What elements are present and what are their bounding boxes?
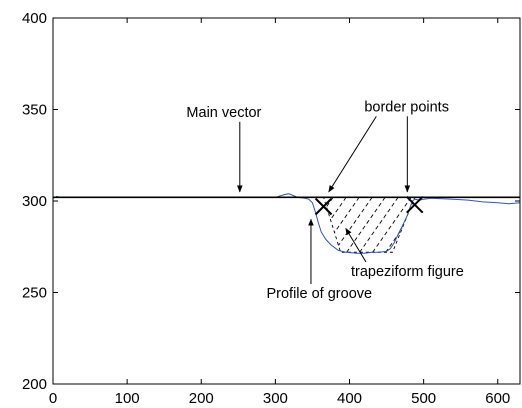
annotation-label: Profile of groove — [266, 286, 372, 302]
annotation-arrow — [328, 116, 377, 193]
x-tick-label: 0 — [49, 390, 57, 407]
series-group — [52, 193, 521, 254]
x-tick-label: 100 — [115, 390, 140, 407]
x-tick-label: 300 — [263, 390, 288, 407]
x-tick-label: 200 — [189, 390, 214, 407]
border-point-marker — [406, 195, 424, 214]
y-tick-label: 250 — [22, 285, 47, 302]
annotation: Profile of groove — [266, 218, 372, 302]
annotation-label: border points — [364, 99, 449, 115]
y-axis-ticks: 200 250 300 350 400 — [22, 10, 520, 393]
x-tick-label: 400 — [337, 390, 362, 407]
annotation-arrow — [345, 227, 367, 263]
annotation: Main vector — [186, 105, 262, 193]
y-tick-label: 200 — [22, 376, 47, 393]
annotation-label: Main vector — [186, 105, 261, 121]
border-point-marker — [314, 197, 333, 216]
annotations: Main vector border points trapeziform figu… — [186, 99, 463, 302]
y-tick-label: 350 — [22, 102, 47, 119]
x-tick-label: 500 — [411, 390, 436, 407]
annotation: trapeziform figure — [345, 227, 464, 280]
plot-area — [53, 18, 520, 384]
profile-line — [52, 193, 521, 254]
x-axis-ticks: 0 100 200 300 400 500 600 — [49, 18, 510, 407]
annotation-label: trapeziform figure — [351, 264, 464, 280]
annotation: border points — [328, 99, 449, 193]
y-tick-label: 300 — [22, 193, 47, 210]
y-tick-label: 400 — [22, 10, 47, 27]
x-tick-label: 600 — [485, 390, 510, 407]
border-point-markers — [314, 195, 424, 216]
